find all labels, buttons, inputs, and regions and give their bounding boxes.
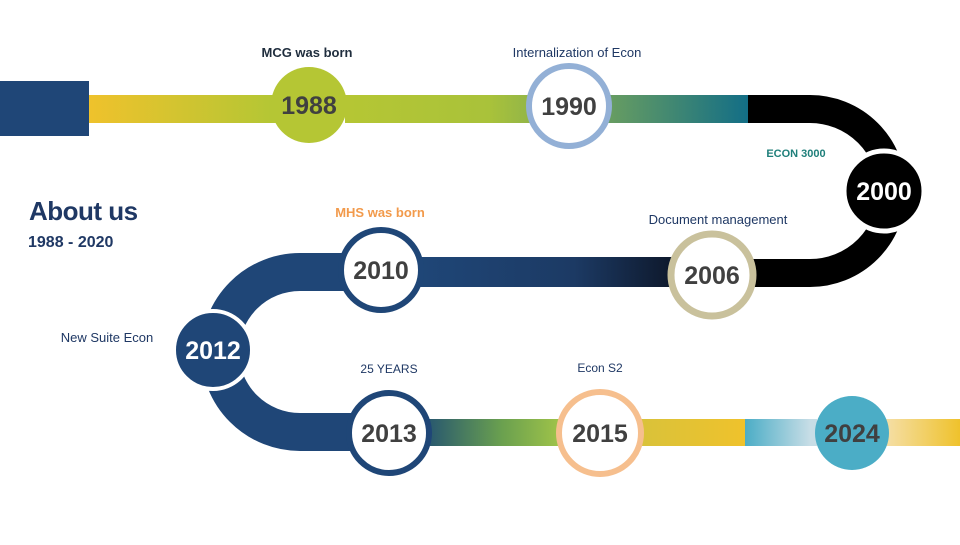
milestone-year: 1990 [541,93,597,121]
milestone-2013: 2013 [346,390,432,476]
milestone-year: 2013 [361,420,417,448]
milestone-label-2013: 25 YEARS [360,362,418,376]
milestone-year: 2006 [684,262,740,290]
milestone-label-1990: Internalization of Econ [512,45,642,60]
milestone-2024: 2024 [815,396,889,470]
milestone-year: 2024 [824,420,880,448]
milestone-year: 2010 [353,257,409,285]
track-segment-middle [380,257,680,287]
track-segment-bottom-1 [425,419,565,446]
milestone-2000: 2000 [841,148,927,234]
milestone-year: 2015 [572,420,628,448]
milestone-year: 2012 [185,337,241,365]
milestone-label-2006: Document management [648,212,788,227]
page-subtitle-range: 1988 - 2020 [28,234,114,251]
milestone-2006: 2006 [667,230,757,320]
page-title: About us [29,196,138,226]
milestone-label-1988: MCG was born [261,45,353,60]
milestone-label-2012: New Suite Econ [60,330,154,345]
track-segment-bottom-4 [885,419,960,446]
milestone-year: 1988 [281,92,337,120]
milestone-2012: 2012 [172,309,254,391]
track-segment-bottom-2 [640,419,746,446]
start-block [0,81,89,136]
milestone-2015: 2015 [556,389,644,477]
milestone-1988: 1988 [271,67,347,143]
milestone-label-2015: Econ S2 [577,361,623,375]
milestone-label-2000: ECON 3000 [766,148,826,160]
track-segment-top-left [89,95,279,123]
milestone-2010: 2010 [338,227,424,313]
milestone-1990: 1990 [526,63,612,149]
milestone-year: 2000 [856,178,912,206]
milestone-label-2010: MHS was born [335,205,425,220]
track-segment-bottom-3 [745,419,817,446]
